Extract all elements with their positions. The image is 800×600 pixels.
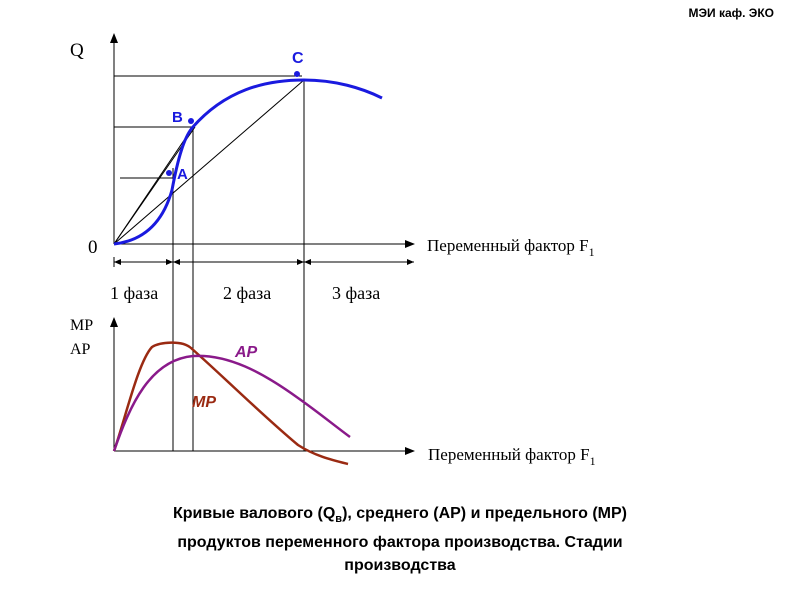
phase-arrow-3-left <box>304 259 311 265</box>
point-a-label: A <box>177 166 188 183</box>
caption-line-2: продуктов переменного фактора производст… <box>177 534 623 552</box>
top-y-axis-label: Q <box>70 40 84 61</box>
origin-label: 0 <box>88 237 98 258</box>
point-c-label: C <box>292 50 304 67</box>
bottom-x-axis-label: Переменный фактор F1 <box>428 445 596 468</box>
phase-1-label: 1 фаза <box>110 283 158 303</box>
ray-origin-to-c <box>113 79 305 245</box>
top-x-axis-label: Переменный фактор F1 <box>427 236 595 259</box>
point-c-marker <box>294 71 300 77</box>
point-b-label: B <box>172 109 183 126</box>
ap-curve <box>112 354 351 452</box>
header-label: МЭИ каф. ЭКО <box>688 6 774 20</box>
ap-curve-label: AP <box>234 344 258 361</box>
phase-arrow-1-right <box>166 259 173 265</box>
point-b-marker <box>188 118 194 124</box>
caption-line-1: Кривые валового (Qв), среднего (АР) и пр… <box>172 505 628 526</box>
phase-arrow-1-left <box>114 259 121 265</box>
caption-subscript: в <box>335 513 343 526</box>
total-product-curve <box>113 78 383 246</box>
phase-arrow-2-left <box>173 259 180 265</box>
bottom-y-axis-label-ap: AP <box>70 341 91 358</box>
mp-curve-label: MP <box>192 394 216 411</box>
phase-2-label: 2 фаза <box>223 283 271 303</box>
caption-line-3: производства <box>344 557 456 575</box>
figure-caption: Кривые валового (Qв), среднего (АР) и пр… <box>100 502 700 577</box>
mp-curve <box>112 341 349 466</box>
phase-arrow-3-right <box>407 259 414 265</box>
point-a-marker <box>166 170 172 176</box>
bottom-y-axis-label-mp: MP <box>70 317 93 334</box>
phase-3-label: 3 фаза <box>332 283 380 303</box>
phase-arrow-2-right <box>297 259 304 265</box>
